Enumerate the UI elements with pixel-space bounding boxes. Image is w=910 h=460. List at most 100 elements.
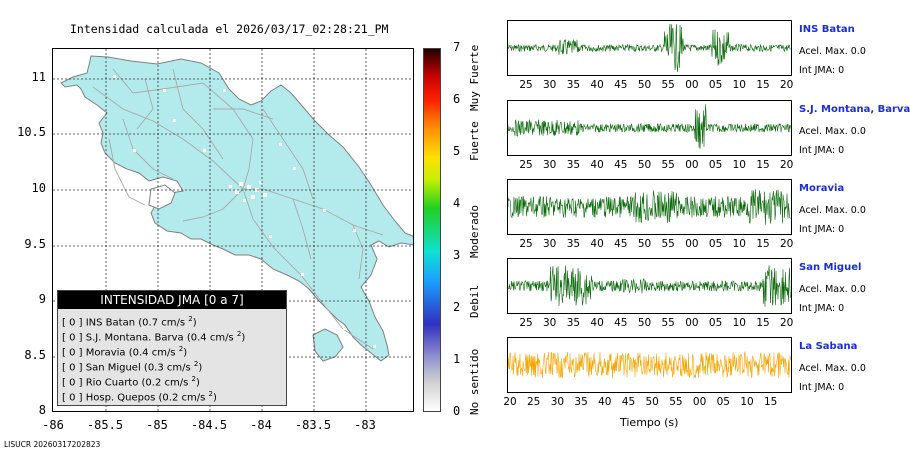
- station-jma-intensity: Int JMA: 0: [799, 224, 845, 235]
- legend-accel-unit-exponent: 2: [208, 390, 213, 398]
- trace-tick-label: 15: [756, 238, 770, 250]
- seismogram-4[interactable]: [507, 337, 792, 393]
- colorbar-tick-label: 0: [453, 404, 461, 418]
- trace-tick-label: 10: [732, 317, 746, 329]
- trace-tick-label: 45: [614, 238, 628, 250]
- trace-tick-label: 40: [590, 79, 604, 91]
- colorbar-tick-label: 6: [453, 92, 461, 106]
- legend-intensity-value: [ 0 ]: [62, 377, 83, 389]
- station-max-accel: Acel. Max. 0.0: [799, 126, 866, 137]
- colorbar-tick-label: 1: [453, 352, 461, 366]
- legend-accel-unit-exponent: 2: [178, 345, 184, 353]
- legend-intensity-value: [ 0 ]: [62, 317, 83, 329]
- station-jma-intensity: Int JMA: 0: [799, 303, 845, 314]
- station-name[interactable]: Moravia: [799, 183, 845, 194]
- trace-tick-label: 10: [740, 396, 754, 408]
- footer-id: LISUCR 20260317202823: [4, 440, 101, 449]
- legend-accel-close: ): [183, 347, 188, 359]
- waveform: [508, 350, 791, 379]
- intensity-legend: INTENSIDAD JMA [0 a 7] [ 0 ] INS Batan (…: [57, 290, 287, 406]
- legend-station-name: Hosp. Quepos: [85, 392, 156, 404]
- trace-time-axis: 25 30 35 40 45 50 55 00 05 10 15 20: [507, 158, 794, 172]
- lon-tick-label: -83: [354, 418, 376, 432]
- legend-station-name: INS Batan: [85, 317, 136, 329]
- waveform: [508, 189, 791, 225]
- trace-tick-label: 40: [590, 317, 604, 329]
- trace-tick-label: 35: [566, 159, 581, 171]
- legend-intensity-value: [ 0 ]: [62, 332, 83, 344]
- trace-tick-label: 35: [574, 396, 588, 408]
- trace-tick-label: 15: [756, 159, 770, 171]
- legend-accel-unit-exponent: 2: [236, 330, 242, 338]
- trace-tick-label: 25: [519, 238, 533, 250]
- trace-tick-label: 00: [685, 238, 699, 250]
- trace-tick-label: 30: [543, 159, 557, 171]
- time-axis-label: Tiempo (s): [620, 416, 679, 429]
- legend-accel: (0.7 cm/s: [138, 317, 186, 329]
- legend-accel: (0.4 cm/s: [128, 347, 176, 359]
- trace-tick-label: 00: [685, 317, 699, 329]
- trace-tick-label: 25: [519, 317, 533, 329]
- waveform-path: [508, 265, 791, 307]
- station-name[interactable]: La Sabana: [799, 341, 858, 352]
- lat-tick-label: 11: [31, 70, 46, 84]
- trace-tick-label: 05: [708, 79, 723, 91]
- legend-accel: (0.4 cm/s: [186, 332, 234, 344]
- trace-tick-label: 20: [780, 238, 794, 250]
- trace-tick-label: 15: [756, 317, 770, 329]
- trace-time-axis: 25 30 35 40 45 50 55 00 05 10 15 20: [507, 316, 793, 330]
- trace-tick-label: 20: [780, 159, 794, 171]
- seismogram-3[interactable]: [507, 258, 792, 314]
- station-jma-intensity: Int JMA: 0: [799, 382, 845, 393]
- legend-row: [ 0 ] Hosp. Quepos (0.2 cm/s 2): [62, 390, 217, 403]
- lon-tick-label: -84.5: [190, 418, 228, 432]
- legend-accel: (0.2 cm/s: [141, 377, 189, 389]
- lon-tick-label: -86: [42, 418, 64, 432]
- trace-time-axis: 25 30 35 40 45 50 55 00 05 10 15 20: [507, 237, 794, 251]
- legend-row: [ 0 ] INS Batan (0.7 cm/s 2): [62, 315, 197, 328]
- seismogram-0[interactable]: [507, 20, 792, 76]
- station-max-accel: Acel. Max. 0.0: [799, 284, 866, 295]
- trace-tick-label: 25: [527, 396, 541, 408]
- waveform-path: [508, 104, 791, 149]
- station-name[interactable]: INS Batan: [799, 24, 855, 35]
- map-canvas: [53, 49, 413, 411]
- trace-tick-label: 35: [566, 238, 581, 250]
- seismogram-2[interactable]: [507, 179, 792, 235]
- legend-accel-close: ): [198, 362, 203, 374]
- trace-tick-label: 45: [614, 79, 628, 91]
- legend-station-name: S.J. Montana. Barva: [85, 332, 184, 344]
- station-max-accel: Acel. Max. 0.0: [799, 46, 866, 57]
- trace-tick-label: 50: [637, 79, 652, 91]
- colorbar-tick-label: 5: [453, 144, 461, 158]
- legend-station-name: San Miguel: [85, 362, 141, 374]
- legend-intensity-value: [ 0 ]: [62, 362, 83, 374]
- legend-accel-unit-exponent: 2: [193, 360, 199, 368]
- station-max-accel: Acel. Max. 0.0: [799, 363, 866, 374]
- trace-tick-label: 25: [519, 79, 533, 91]
- trace-tick-label: 40: [590, 238, 604, 250]
- colorbar-tick-label: 7: [453, 40, 461, 54]
- legend-accel-close: ): [212, 392, 217, 404]
- waveform: [508, 265, 791, 307]
- legend-station-name: Moravia: [85, 347, 126, 359]
- station-jma-intensity: Int JMA: 0: [799, 65, 845, 76]
- lon-tick-label: -84: [250, 418, 272, 432]
- trace-tick-label: 05: [708, 159, 723, 171]
- trace-tick-label: 55: [661, 238, 675, 250]
- seismogram-1[interactable]: [507, 100, 792, 156]
- station-name[interactable]: S.J. Montana, Barva: [799, 104, 910, 115]
- trace-tick-label: 35: [566, 79, 581, 91]
- legend-station-name: Rio Cuarto: [85, 377, 139, 389]
- trace-tick-label: 10: [732, 79, 746, 91]
- trace-tick-label: 10: [732, 238, 746, 250]
- station-name[interactable]: San Miguel: [799, 262, 862, 273]
- trace-tick-label: 40: [590, 159, 604, 171]
- trace-tick-label: 15: [764, 396, 778, 408]
- legend-intensity-value: [ 0 ]: [62, 392, 83, 404]
- legend-accel: (0.3 cm/s: [143, 362, 191, 374]
- map-title: Intensidad calculada el 2026/03/17_02:28…: [70, 22, 389, 36]
- trace-tick-label: 35: [566, 317, 581, 329]
- intensity-colorbar: [423, 48, 441, 412]
- colorbar-tick-label: 3: [453, 248, 461, 262]
